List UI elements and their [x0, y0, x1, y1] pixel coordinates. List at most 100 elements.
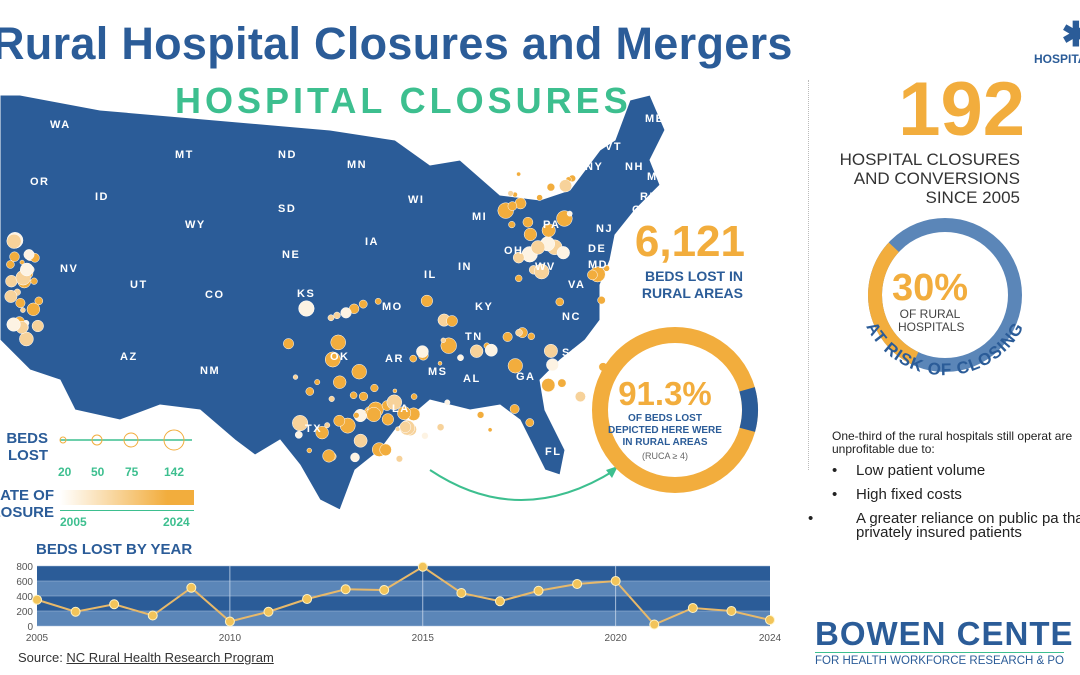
state-label: NE	[282, 249, 300, 261]
legend-circle-75	[123, 432, 139, 448]
closure-dot	[392, 388, 398, 394]
closure-dot	[315, 425, 329, 440]
state-label: LA	[392, 403, 410, 415]
state-label: PA	[543, 219, 560, 231]
beds-lost-text: BEDS LOST IN RURAL AREAS	[641, 268, 743, 301]
data-point	[456, 588, 467, 598]
closure-dot	[314, 379, 321, 386]
closure-dot	[333, 311, 341, 320]
closure-dot	[370, 383, 379, 393]
reasons-intro: One-third of the rural hospitals still o…	[832, 429, 1073, 456]
state-label: GA	[516, 371, 536, 383]
closure-dot	[437, 361, 443, 366]
closure-dot	[546, 358, 559, 372]
date-legend-label: DATE OF CLOSURE	[0, 487, 54, 521]
reasons-block: One-third of the rural hospitals still o…	[832, 430, 1080, 550]
closure-dot	[557, 378, 567, 388]
closure-dot	[530, 240, 546, 255]
closure-dot	[327, 314, 335, 322]
data-point	[147, 610, 158, 621]
closure-dot	[386, 394, 403, 411]
closure-dot	[410, 393, 418, 400]
state-label: IN	[458, 261, 472, 273]
ruca-note: (RUCA ≥ 4)	[642, 451, 688, 461]
state-label: KY	[475, 301, 493, 313]
closure-dot	[358, 299, 368, 309]
data-point	[494, 596, 505, 607]
closure-dot	[440, 337, 446, 343]
source-link[interactable]: NC Rural Health Research Program	[66, 650, 274, 665]
data-point	[340, 584, 351, 595]
state-label: OH	[504, 245, 524, 257]
closure-dot	[34, 296, 44, 306]
closure-dot	[507, 190, 514, 197]
closure-dot	[306, 447, 312, 454]
closure-dot	[30, 277, 38, 285]
closure-dot	[416, 345, 429, 358]
closure-dot	[374, 297, 382, 305]
closure-dot	[421, 432, 429, 440]
closure-dot	[305, 387, 315, 396]
closure-dot	[395, 426, 401, 432]
chart-title: BEDS LOST BY YEAR	[36, 541, 193, 558]
closure-dot	[26, 302, 41, 316]
risk-donut: AT RISK OF CLOSING	[862, 218, 1027, 379]
state-label: IA	[365, 236, 379, 248]
closures-count: 192	[898, 67, 1025, 152]
data-point	[109, 599, 120, 610]
state-label: NY	[585, 161, 603, 173]
closure-dot	[587, 269, 598, 281]
state-label: IL	[424, 269, 437, 281]
date-end: 2024	[163, 515, 190, 529]
data-point	[533, 585, 544, 596]
legend-value: 20	[58, 465, 72, 479]
closure-dot	[395, 455, 403, 463]
arrow-curve	[429, 469, 616, 501]
state-label: AZ	[120, 351, 138, 363]
reason-item: Low patient volume	[832, 463, 1080, 478]
closure-dot	[525, 418, 535, 427]
closure-dot	[457, 354, 464, 362]
legend-circle-20	[59, 436, 67, 444]
closure-dot	[292, 415, 309, 432]
state-label: UT	[130, 279, 148, 291]
state-label: NJ	[596, 223, 613, 235]
state-label: AR	[385, 353, 404, 365]
state-label: CT	[632, 204, 650, 216]
state-label: RI	[640, 191, 654, 203]
closure-dot	[436, 423, 445, 431]
closure-dot	[515, 328, 523, 337]
closure-dot	[324, 422, 331, 429]
closure-dot	[330, 334, 346, 351]
legend-circle-142	[163, 429, 185, 451]
x-tick-label: 2020	[605, 633, 628, 644]
closure-dot	[555, 297, 565, 307]
data-point	[32, 594, 42, 605]
closure-dot	[484, 343, 498, 357]
date-gradient	[60, 490, 194, 505]
closure-dot	[527, 332, 535, 340]
closure-dot	[298, 300, 315, 317]
y-tick-label: 0	[27, 622, 33, 633]
closure-dot	[5, 275, 18, 288]
data-point	[417, 561, 428, 572]
chart-band	[37, 611, 770, 626]
beds-size-legend	[59, 429, 192, 451]
data-point	[765, 615, 775, 625]
beds-lost-number: 6,121	[634, 217, 745, 266]
closure-dot	[541, 378, 556, 393]
rural-pct-ring	[592, 327, 758, 493]
closure-dot	[509, 404, 520, 414]
state-label: VA	[568, 279, 585, 291]
state-label: SD	[278, 203, 296, 215]
state-label: FL	[545, 446, 561, 458]
state-label: ND	[278, 149, 297, 161]
chart-band	[37, 596, 770, 611]
data-point	[263, 606, 274, 617]
closure-dot	[533, 263, 550, 280]
closure-dot	[9, 251, 20, 262]
x-tick-label: 2024	[759, 633, 782, 644]
data-point	[186, 582, 197, 593]
x-tick-label: 2010	[219, 633, 242, 644]
state-label: MI	[472, 211, 487, 223]
